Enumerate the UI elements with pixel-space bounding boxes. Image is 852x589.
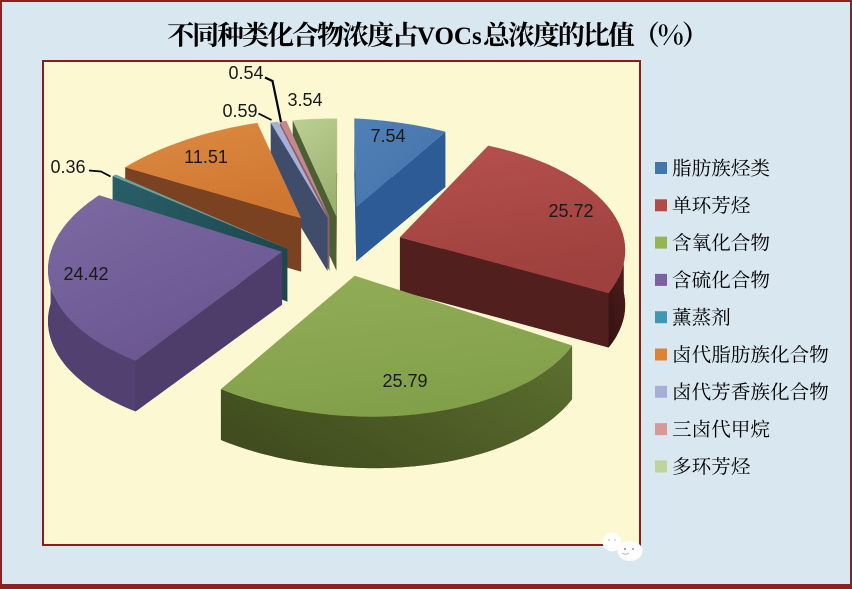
svg-text:3.54: 3.54 [287,90,322,110]
svg-text:VOCs: VOCs [417,23,482,50]
svg-text:25.79: 25.79 [382,371,427,391]
svg-text:0.54: 0.54 [228,63,263,83]
svg-text:11.51: 11.51 [184,147,228,167]
svg-text:0.59: 0.59 [222,101,257,121]
svg-text:24.42: 24.42 [63,264,108,284]
svg-text:7.54: 7.54 [370,126,405,146]
svg-text:25.72: 25.72 [548,201,593,221]
svg-text:0.36: 0.36 [50,157,85,177]
